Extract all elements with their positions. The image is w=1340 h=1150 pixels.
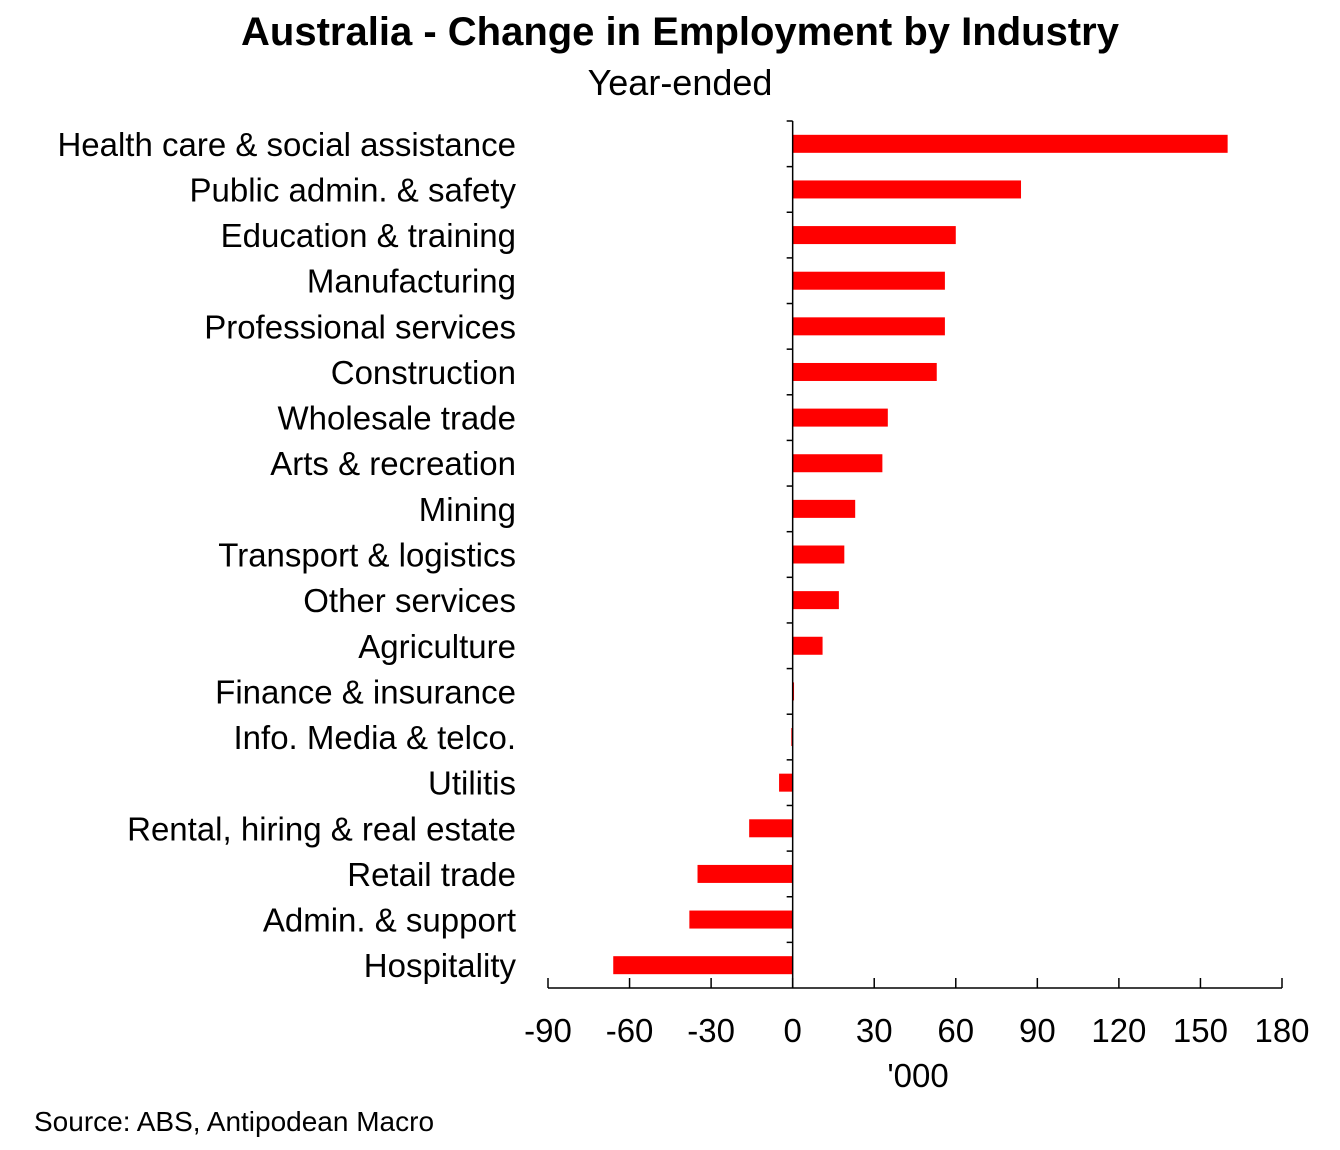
category-label: Arts & recreation — [270, 445, 516, 482]
x-tick-label: 90 — [1019, 1012, 1056, 1049]
chart-subtitle: Year-ended — [587, 62, 773, 103]
x-tick-label: -90 — [524, 1012, 572, 1049]
x-axis-label: '000 — [887, 1057, 948, 1094]
source-note: Source: ABS, Antipodean Macro — [34, 1106, 435, 1137]
category-label: Retail trade — [347, 856, 516, 893]
category-label: Manufacturing — [307, 263, 516, 300]
bar-1 — [792, 180, 1022, 199]
bar-16 — [697, 864, 793, 883]
x-tick-label: 180 — [1254, 1012, 1309, 1049]
bar-6 — [792, 408, 888, 427]
bar-14 — [779, 773, 793, 792]
bar-2 — [792, 226, 956, 245]
category-label: Finance & insurance — [215, 673, 516, 710]
bar-3 — [792, 271, 945, 290]
category-label: Other services — [303, 582, 516, 619]
bar-11 — [792, 636, 823, 655]
bar-10 — [792, 591, 839, 610]
category-label: Hospitality — [364, 947, 517, 984]
x-tick-label: -30 — [687, 1012, 735, 1049]
category-label: Public admin. & safety — [190, 171, 517, 208]
axes-group — [547, 120, 1283, 989]
x-tick-label: 30 — [856, 1012, 893, 1049]
bar-5 — [792, 362, 937, 381]
category-label: Utilitis — [428, 765, 516, 802]
category-label: Agriculture — [358, 628, 516, 665]
chart-title: Australia - Change in Employment by Indu… — [241, 10, 1119, 54]
category-label: Admin. & support — [263, 902, 516, 939]
category-label: Education & training — [221, 217, 516, 254]
bar-17 — [689, 910, 793, 929]
category-label: Wholesale trade — [278, 400, 516, 437]
x-tick-label: 150 — [1173, 1012, 1228, 1049]
x-tick-label: 60 — [937, 1012, 974, 1049]
bar-7 — [792, 454, 883, 473]
category-label: Construction — [331, 354, 516, 391]
bar-9 — [792, 545, 845, 564]
bar-8 — [792, 499, 856, 518]
x-tick-label: -60 — [606, 1012, 654, 1049]
category-label: Rental, hiring & real estate — [127, 810, 516, 847]
category-label: Health care & social assistance — [57, 126, 516, 163]
x-tick-label: 120 — [1091, 1012, 1146, 1049]
category-label: Info. Media & telco. — [234, 719, 516, 756]
bars-group — [613, 134, 1228, 975]
bar-15 — [749, 819, 793, 838]
bar-4 — [792, 317, 945, 336]
x-tick-label: 0 — [783, 1012, 801, 1049]
category-label: Professional services — [204, 308, 516, 345]
bar-18 — [613, 956, 793, 975]
labels-group: Health care & social assistance Public ad… — [57, 126, 1309, 1094]
category-label: Transport & logistics — [218, 537, 516, 574]
bar-0 — [792, 134, 1228, 153]
category-label: Mining — [419, 491, 516, 528]
